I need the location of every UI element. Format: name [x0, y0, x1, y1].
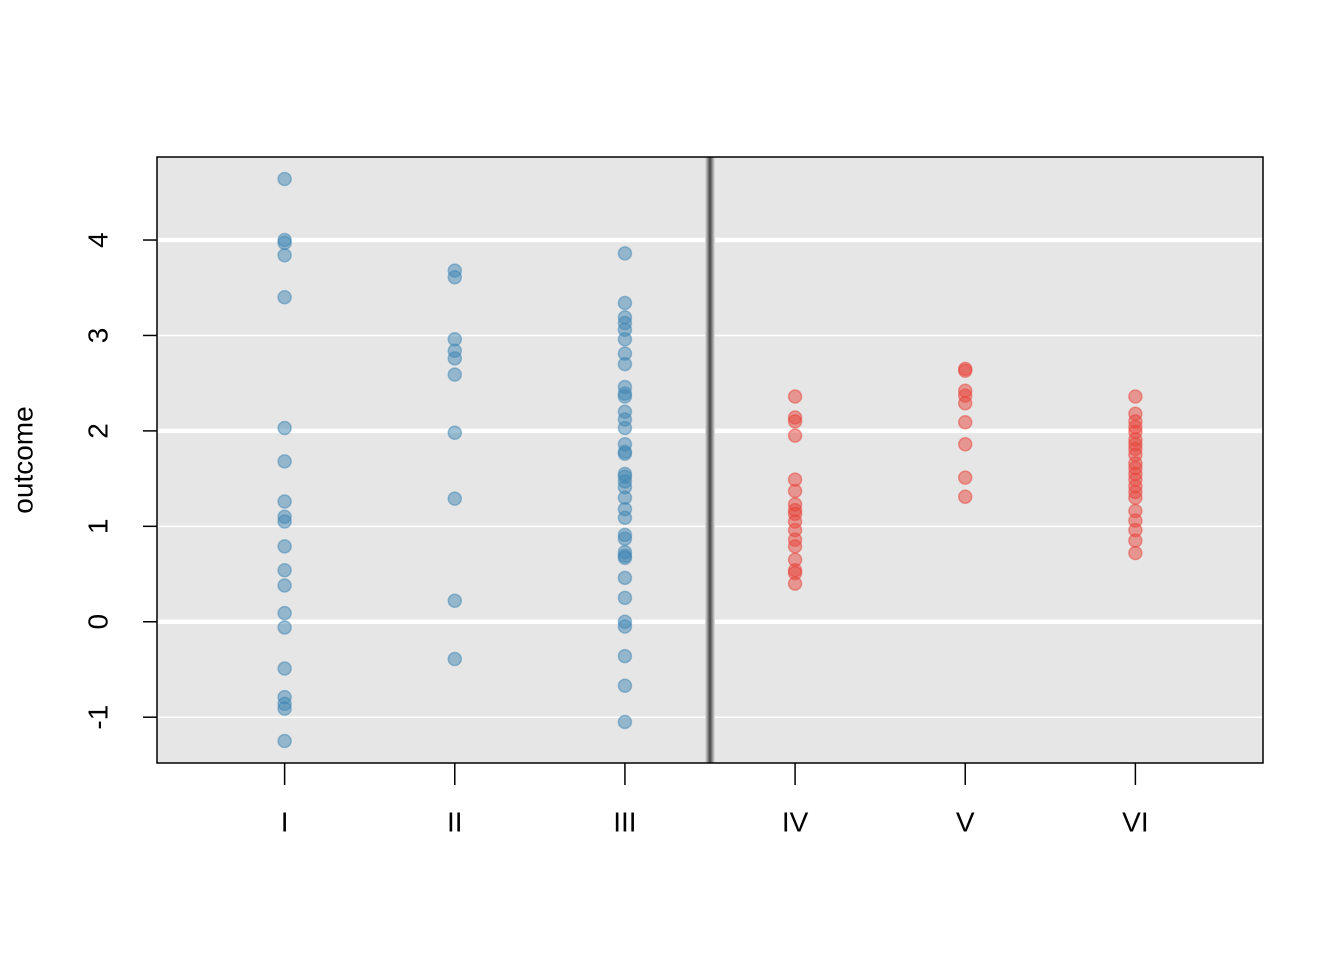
point [277, 494, 292, 509]
point [787, 389, 803, 404]
point [277, 539, 292, 554]
point [277, 605, 292, 621]
divider [705, 157, 715, 763]
point [447, 491, 463, 506]
x-tick-label: I [281, 806, 289, 837]
point [277, 454, 292, 469]
y-tick-label: 2 [82, 423, 113, 439]
point [617, 619, 633, 634]
point [447, 593, 463, 609]
x-tick-label: VI [1122, 806, 1148, 837]
y-tick-label: 0 [82, 614, 113, 630]
y-tick-label: 1 [82, 519, 113, 535]
point [957, 415, 973, 430]
point [277, 514, 292, 529]
point [277, 420, 292, 436]
plot-frame [156, 156, 1264, 764]
point [957, 470, 973, 485]
point [617, 246, 633, 261]
point [277, 578, 292, 593]
point [447, 269, 463, 285]
point [277, 562, 292, 578]
x-tick-label: III [613, 806, 636, 837]
grid [157, 157, 1263, 763]
point [617, 295, 633, 311]
point [277, 620, 292, 635]
point [447, 425, 463, 441]
point [787, 483, 803, 499]
point [277, 733, 292, 749]
point [617, 570, 633, 586]
point [787, 428, 803, 443]
point [277, 701, 292, 716]
point [1128, 490, 1143, 505]
point [957, 489, 973, 504]
point [277, 661, 292, 676]
x-tick-label: IV [782, 806, 809, 837]
point [787, 539, 803, 554]
point [447, 367, 463, 382]
point [617, 446, 633, 462]
point [277, 171, 292, 187]
point [277, 290, 292, 305]
point [617, 531, 633, 546]
points [277, 171, 1143, 749]
point [617, 332, 633, 347]
x-tick-label: II [447, 806, 463, 837]
point [617, 420, 633, 436]
point [787, 414, 803, 429]
y-tick-label: 4 [82, 232, 113, 248]
point [447, 351, 463, 366]
point [957, 395, 973, 411]
point [787, 576, 803, 591]
point [277, 235, 292, 251]
point [617, 389, 633, 404]
point [617, 648, 633, 664]
y-tick-label: 3 [82, 328, 113, 344]
point [617, 590, 633, 606]
point [617, 356, 633, 372]
point [957, 363, 973, 379]
point [1128, 389, 1143, 404]
point [1128, 545, 1143, 561]
point [617, 678, 633, 693]
point [617, 714, 633, 730]
point [617, 550, 633, 566]
point [1128, 533, 1143, 548]
y-axis-label: outcome [7, 406, 38, 513]
point [447, 651, 463, 667]
point [277, 248, 292, 263]
point [617, 510, 633, 525]
point [957, 437, 973, 452]
y-tick-label: -1 [82, 705, 113, 730]
x-tick-label: V [956, 806, 975, 837]
